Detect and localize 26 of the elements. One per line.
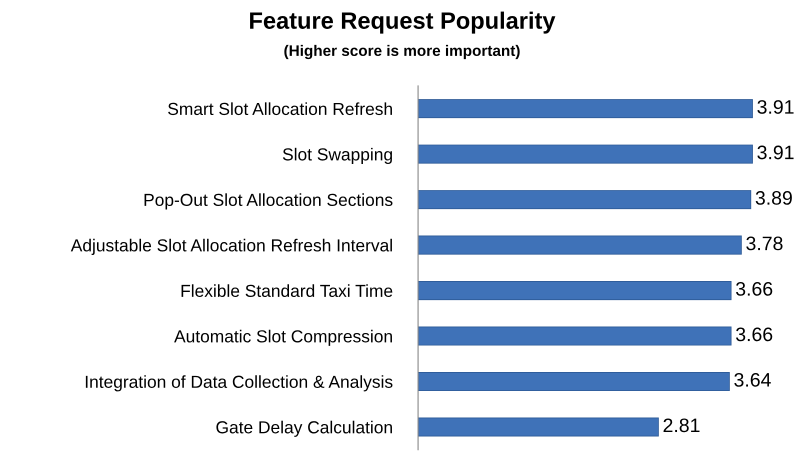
y-tick-label: Slot Swapping (282, 148, 392, 164)
y-tick-label: Automatic Slot Compression (174, 330, 392, 346)
data-label: 3.66 (736, 327, 772, 342)
y-tick-label: Smart Slot Allocation Refresh (168, 102, 392, 116)
bar (418, 417, 659, 437)
y-tick-label: Adjustable Slot Allocation Refresh Interval (70, 238, 392, 255)
bar (418, 190, 752, 210)
bar (418, 372, 730, 392)
bar (418, 99, 753, 118)
y-tick-label: Flexible Standard Taxi Time (182, 284, 392, 298)
bar (418, 281, 732, 300)
y-tick-label: Gate Delay Calculation (216, 420, 392, 437)
chart-title: Feature Request Popularity (250, 12, 556, 34)
bar (418, 326, 732, 346)
data-label: 2.81 (664, 418, 700, 432)
data-label: 3.91 (757, 146, 794, 160)
y-tick-label: Pop-Out Slot Allocation Sections (144, 193, 392, 210)
y-tick-label: Integration of Data Collection & Analysis (86, 375, 392, 392)
data-label: 3.66 (736, 282, 772, 296)
bar (418, 144, 753, 164)
chart-subtitle: (Higher score is more important) (284, 44, 520, 60)
bar (418, 236, 742, 255)
data-label: 3.91 (757, 100, 794, 114)
data-label: 3.78 (746, 236, 783, 250)
data-label: 3.64 (734, 372, 771, 387)
data-label: 3.89 (756, 191, 792, 205)
